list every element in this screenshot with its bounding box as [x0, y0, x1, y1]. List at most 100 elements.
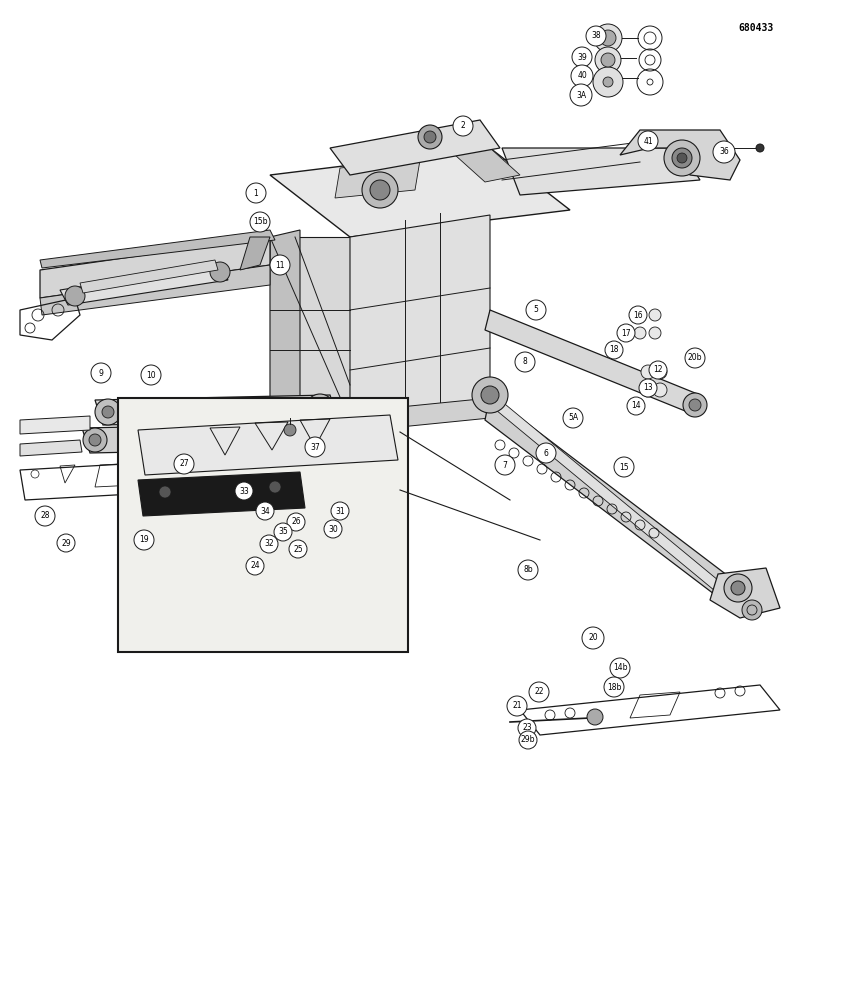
Circle shape — [600, 30, 616, 46]
Circle shape — [91, 363, 111, 383]
Text: 5A: 5A — [568, 414, 578, 422]
Circle shape — [672, 148, 692, 168]
Circle shape — [453, 116, 473, 136]
Text: 2: 2 — [461, 121, 466, 130]
Polygon shape — [330, 120, 500, 175]
Polygon shape — [138, 472, 305, 516]
Circle shape — [649, 361, 667, 379]
Text: 37: 37 — [310, 442, 320, 452]
Circle shape — [481, 386, 499, 404]
Polygon shape — [496, 400, 730, 600]
Circle shape — [529, 682, 549, 702]
Circle shape — [362, 172, 398, 208]
Circle shape — [269, 481, 281, 493]
Circle shape — [601, 53, 615, 67]
Circle shape — [629, 306, 647, 324]
Text: 12: 12 — [653, 365, 663, 374]
Text: 29b: 29b — [521, 736, 536, 744]
Circle shape — [313, 401, 327, 415]
Polygon shape — [20, 416, 90, 434]
Circle shape — [302, 430, 314, 442]
Text: 8b: 8b — [524, 566, 533, 574]
Text: 10: 10 — [146, 370, 156, 379]
Polygon shape — [335, 160, 420, 198]
Circle shape — [683, 393, 707, 417]
Circle shape — [102, 406, 114, 418]
Circle shape — [515, 352, 535, 372]
Circle shape — [731, 581, 745, 595]
Circle shape — [536, 443, 556, 463]
Text: 35: 35 — [278, 528, 288, 536]
Text: 31: 31 — [335, 506, 345, 516]
Text: 20: 20 — [588, 634, 598, 643]
Polygon shape — [270, 148, 570, 237]
Text: 23: 23 — [522, 724, 532, 732]
Circle shape — [343, 413, 357, 427]
Text: 680433: 680433 — [739, 23, 773, 33]
Text: 36: 36 — [719, 147, 729, 156]
Circle shape — [57, 534, 75, 552]
Circle shape — [605, 341, 623, 359]
Circle shape — [472, 377, 508, 413]
Circle shape — [306, 394, 334, 422]
Text: 9: 9 — [98, 368, 104, 377]
Text: 22: 22 — [534, 688, 543, 696]
Polygon shape — [20, 440, 82, 456]
Text: 17: 17 — [621, 328, 631, 338]
Circle shape — [641, 383, 655, 397]
Circle shape — [586, 26, 606, 46]
Text: 33: 33 — [239, 487, 249, 495]
Circle shape — [370, 180, 390, 200]
Circle shape — [305, 437, 325, 457]
Circle shape — [250, 212, 270, 232]
Text: 26: 26 — [291, 518, 301, 526]
Circle shape — [653, 365, 667, 379]
Polygon shape — [40, 237, 270, 298]
Circle shape — [331, 458, 339, 466]
Text: 5: 5 — [534, 306, 538, 314]
Circle shape — [507, 696, 527, 716]
Circle shape — [724, 574, 752, 602]
Circle shape — [95, 399, 121, 425]
Text: 41: 41 — [643, 136, 653, 145]
Polygon shape — [138, 415, 398, 475]
Bar — [118, 398, 408, 652]
Polygon shape — [40, 230, 275, 268]
Text: 38: 38 — [591, 31, 600, 40]
Polygon shape — [240, 237, 270, 270]
Polygon shape — [485, 395, 740, 610]
Circle shape — [518, 560, 538, 580]
Polygon shape — [40, 265, 270, 315]
Text: 14b: 14b — [613, 664, 627, 672]
Text: 20b: 20b — [688, 354, 702, 362]
Circle shape — [256, 502, 274, 520]
Circle shape — [582, 627, 604, 649]
Circle shape — [376, 458, 384, 466]
Polygon shape — [270, 237, 350, 420]
Circle shape — [627, 397, 645, 415]
Polygon shape — [270, 230, 300, 420]
Circle shape — [274, 523, 292, 541]
Circle shape — [346, 458, 354, 466]
Text: 15b: 15b — [253, 218, 267, 227]
Polygon shape — [485, 310, 700, 415]
Circle shape — [572, 47, 592, 67]
Circle shape — [604, 677, 624, 697]
Text: 28: 28 — [41, 512, 50, 520]
Circle shape — [593, 67, 623, 97]
Circle shape — [454, 117, 472, 135]
Circle shape — [246, 557, 264, 575]
Text: 13: 13 — [643, 383, 653, 392]
Text: 14: 14 — [632, 401, 641, 410]
Text: 19: 19 — [139, 536, 149, 544]
Text: 25: 25 — [293, 544, 302, 554]
Circle shape — [649, 327, 661, 339]
Polygon shape — [60, 265, 228, 305]
Circle shape — [649, 309, 661, 321]
Circle shape — [563, 408, 583, 428]
Text: 11: 11 — [276, 260, 285, 269]
Circle shape — [595, 47, 621, 73]
Text: 8: 8 — [523, 358, 527, 366]
Text: 1: 1 — [254, 188, 258, 198]
Circle shape — [571, 65, 593, 87]
